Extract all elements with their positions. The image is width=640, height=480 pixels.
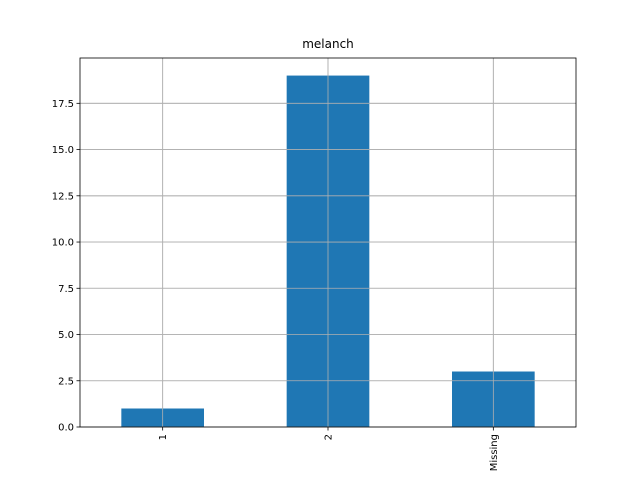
y-tick-label: 12.5 [52,191,74,202]
x-tick-label: 1 [158,434,169,440]
y-tick-label: 10.0 [52,238,74,249]
y-tick-label: 2.5 [58,376,74,387]
x-tick-label: Missing [489,434,500,471]
chart-title: melanch [302,37,354,51]
y-tick-label: 0.0 [58,423,74,434]
y-tick-label: 15.0 [52,145,74,156]
y-tick-label: 7.5 [58,284,74,295]
x-tick-label: 2 [324,434,335,440]
y-tick-label: 5.0 [58,330,74,341]
bars-layer [80,58,576,428]
y-tick-label: 17.5 [52,99,74,110]
ticks-layer: 0.0 2.5 5.0 7.5 10.0 12.5 15.0 17.5 1 2 Missing [52,99,500,471]
axes-layer [76,57,577,431]
